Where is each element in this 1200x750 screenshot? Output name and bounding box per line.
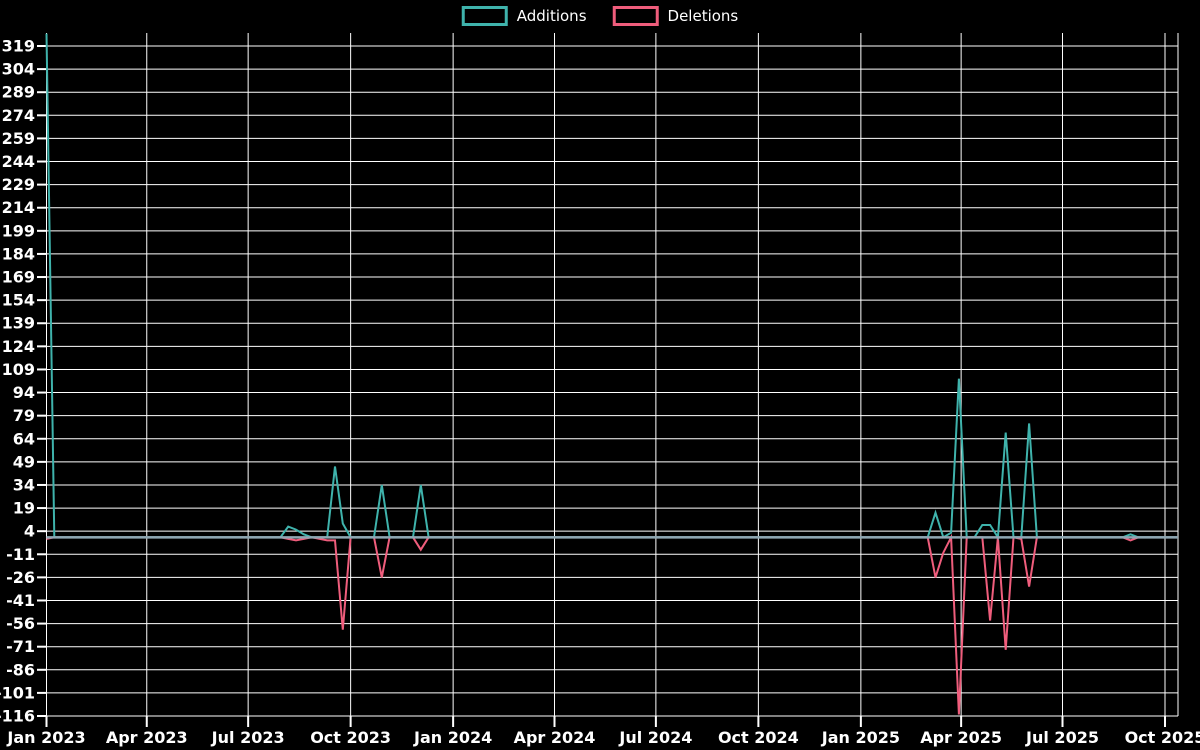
y-axis-label: 244 (2, 152, 35, 171)
x-axis-label: Oct 2024 (718, 728, 799, 747)
y-axis-label: 214 (2, 198, 35, 217)
x-axis-label: Jan 2023 (6, 728, 85, 747)
y-axis-label: 79 (13, 406, 35, 425)
x-axis-label: Oct 2025 (1125, 728, 1200, 747)
y-axis-label: 259 (2, 129, 35, 148)
legend-label-deletions: Deletions (667, 7, 739, 25)
y-axis-label: -71 (6, 637, 35, 656)
x-axis-label: Jul 2023 (211, 728, 285, 747)
x-axis-label: Jan 2025 (821, 728, 900, 747)
y-axis-label: 109 (2, 360, 35, 379)
y-axis-label: 304 (2, 60, 35, 79)
y-axis-label: 319 (2, 37, 35, 56)
y-axis-label: -56 (6, 614, 35, 633)
x-axis-label: Oct 2023 (310, 728, 391, 747)
x-axis-label: Jan 2024 (413, 728, 492, 747)
y-axis-label: 184 (2, 244, 35, 263)
x-axis-label: Apr 2024 (514, 728, 596, 747)
y-axis-label: 4 (24, 522, 35, 541)
y-axis-label: -11 (6, 545, 35, 564)
y-axis-label: 229 (2, 175, 35, 194)
y-axis-label: -26 (6, 568, 35, 587)
y-axis-label: 289 (2, 83, 35, 102)
y-axis-label: 274 (2, 106, 35, 125)
y-axis-label: 19 (13, 499, 35, 518)
x-axis-label: Jul 2025 (1025, 728, 1099, 747)
y-axis-label: -41 (6, 591, 35, 610)
y-axis-label: -101 (0, 683, 35, 702)
y-axis-label: 154 (2, 291, 35, 310)
y-axis-label: 49 (13, 452, 35, 471)
deletions-swatch-icon (612, 6, 659, 26)
y-axis-label: 124 (2, 337, 35, 356)
chart-legend: Additions Deletions (461, 6, 739, 26)
x-axis-label: Jul 2024 (618, 728, 692, 747)
additions-swatch-icon (461, 6, 508, 26)
y-axis-label: -86 (6, 660, 35, 679)
y-axis-label: 139 (2, 314, 35, 333)
y-axis-label: 64 (13, 429, 35, 448)
y-axis-label: 199 (2, 221, 35, 240)
legend-label-additions: Additions (516, 7, 587, 25)
y-axis-label: 34 (13, 475, 35, 494)
x-axis-label: Apr 2025 (920, 728, 1002, 747)
y-axis-label: -116 (0, 707, 35, 726)
y-axis-label: 94 (13, 383, 35, 402)
y-axis-label: 169 (2, 268, 35, 287)
legend-item-additions: Additions (461, 6, 587, 26)
legend-item-deletions: Deletions (612, 6, 739, 26)
x-axis-label: Apr 2023 (106, 728, 188, 747)
